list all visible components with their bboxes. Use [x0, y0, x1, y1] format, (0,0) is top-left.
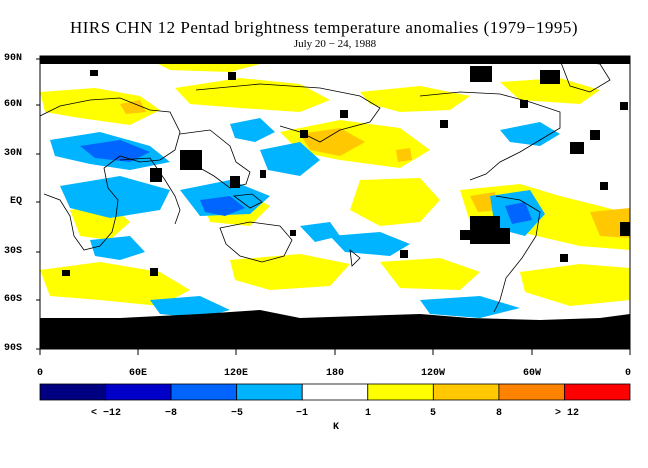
lat-label-60s: 60S [4, 294, 23, 305]
colorbar [39, 383, 631, 401]
colorbar-swatch [432, 383, 500, 401]
lat-label-30s: 30S [4, 246, 23, 257]
map-title: HIRS CHN 12 Pentad brightness temperatur… [69, 18, 579, 37]
lat-label-90s: 90S [4, 343, 23, 354]
colorbar-swatch [498, 383, 565, 401]
lat-label-90n: 90N [4, 53, 23, 64]
colorbar-swatch [367, 383, 434, 401]
colorbar-label-8: > 12 [554, 408, 580, 419]
lat-label-eq: EQ [10, 196, 23, 207]
colorbar-swatch [105, 383, 172, 401]
strong-positive-anomaly-regions [120, 100, 630, 238]
lon-label-60e: 60E [128, 368, 148, 379]
colorbar-swatch [236, 383, 303, 401]
lon-label-180: 180 [325, 368, 345, 379]
negative-anomaly-regions [50, 118, 560, 318]
colorbar-label-7: 8 [495, 408, 503, 419]
map-subtitle: July 20 − 24, 1988 [293, 38, 377, 50]
lon-label-120w: 120W [420, 368, 446, 379]
lon-label-0-east: 0 [624, 368, 632, 379]
lat-label-60n: 60N [4, 99, 23, 110]
lat-label-30n: 30N [4, 148, 23, 159]
lon-label-0: 0 [36, 368, 44, 379]
colorbar-label-3: −5 [230, 408, 244, 419]
axis-ticks [36, 58, 631, 355]
colorbar-label-2: −8 [164, 408, 178, 419]
colorbar-swatch [301, 383, 369, 401]
colorbar-swatch [564, 383, 631, 401]
colorbar-swatch [39, 383, 106, 401]
coastlines [40, 59, 611, 313]
colorbar-unit: K [332, 422, 340, 433]
colorbar-label-4: −1 [295, 408, 309, 419]
lon-label-60w: 60W [522, 368, 542, 379]
colorbar-swatch [170, 383, 238, 401]
missing-data-regions [40, 56, 630, 349]
colorbar-label-6: 5 [429, 408, 437, 419]
lon-label-120e: 120E [223, 368, 249, 379]
strong-negative-anomaly-regions [80, 140, 532, 224]
colorbar-label-1: < −12 [90, 408, 122, 419]
colorbar-label-5: 1 [364, 408, 372, 419]
